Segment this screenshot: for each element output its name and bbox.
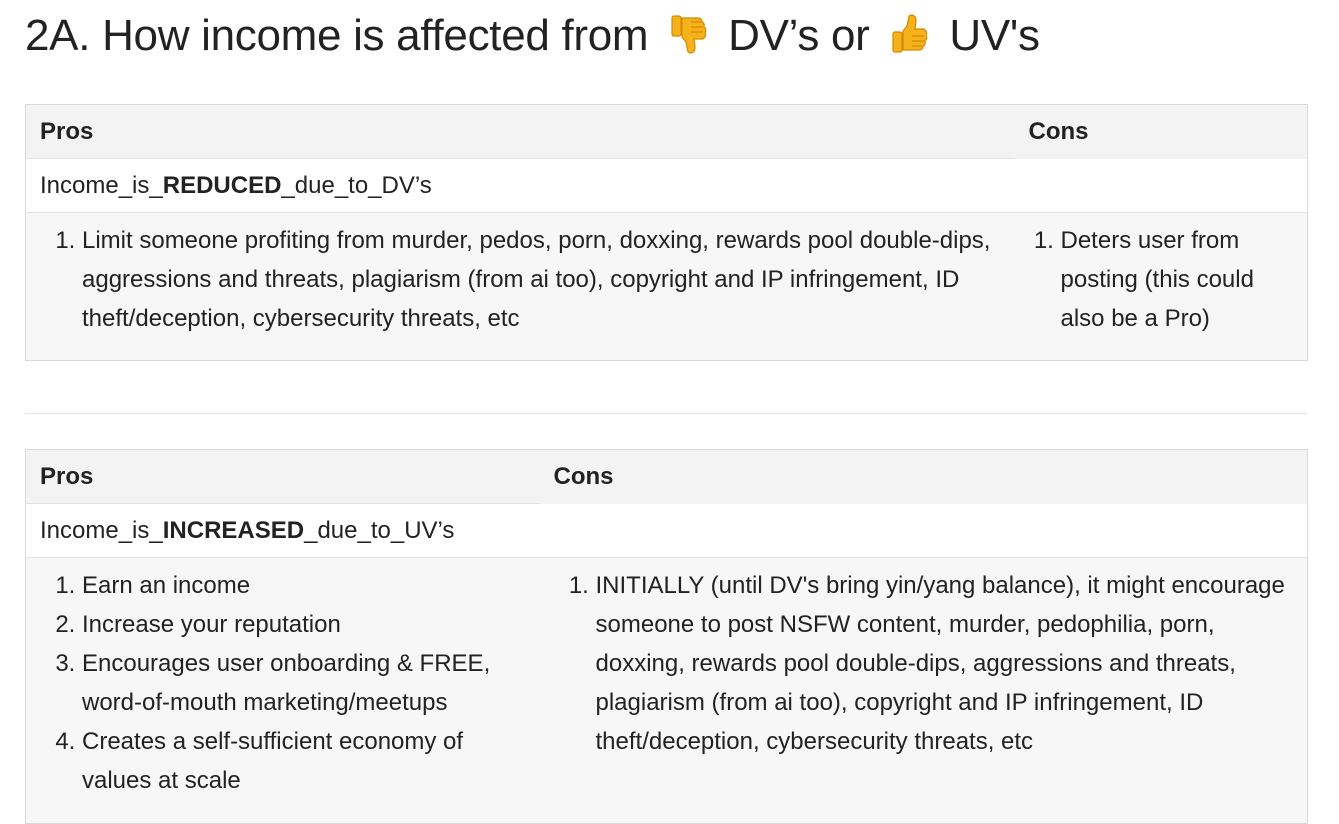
cons-cell: INITIALLY (until DV's bring yin/yang bal…	[539, 557, 1308, 824]
cons-header: Cons	[539, 449, 1308, 504]
list-item: Deters user from posting (this could als…	[1061, 221, 1292, 338]
pros-header: Pros	[25, 104, 1015, 159]
title-prefix: 2A. How income is affected from	[25, 11, 649, 60]
thumbs-down-icon	[671, 15, 707, 54]
title-middle: DV’s or	[728, 11, 870, 60]
list-item: Limit someone profiting from murder, ped…	[82, 221, 995, 338]
list-item: Encourages user onboarding & FREE, word-…	[82, 644, 520, 722]
list-item: Earn an income	[82, 566, 520, 605]
list-item: Creates a self-sufficient economy of val…	[82, 722, 520, 800]
pros-cons-table-reduced: Pros Cons Income_is_REDUCED_due_to_DV’s …	[25, 104, 1308, 361]
pros-cell: Limit someone profiting from murder, ped…	[25, 212, 1015, 361]
page-title: 2A. How income is affected from DV’s or …	[25, 8, 1040, 64]
cons-cell: Deters user from posting (this could als…	[1014, 212, 1308, 361]
pros-cons-table-increased: Pros Cons Income_is_INCREASED_due_to_UV’…	[25, 449, 1308, 824]
table-subtitle: Income_is_INCREASED_due_to_UV’s	[25, 503, 540, 558]
table-subtitle-empty	[1014, 158, 1308, 213]
cons-header: Cons	[1014, 104, 1308, 159]
table-subtitle: Income_is_REDUCED_due_to_DV’s	[25, 158, 1015, 213]
list-item: Increase your reputation	[82, 605, 520, 644]
title-suffix: UV's	[949, 11, 1040, 60]
section-divider	[25, 413, 1307, 414]
thumbs-up-icon	[892, 14, 928, 53]
list-item: INITIALLY (until DV's bring yin/yang bal…	[596, 566, 1290, 761]
pros-cell: Earn an income Increase your reputation …	[25, 557, 540, 824]
pros-header: Pros	[25, 449, 540, 504]
table-subtitle-empty	[539, 503, 1308, 558]
